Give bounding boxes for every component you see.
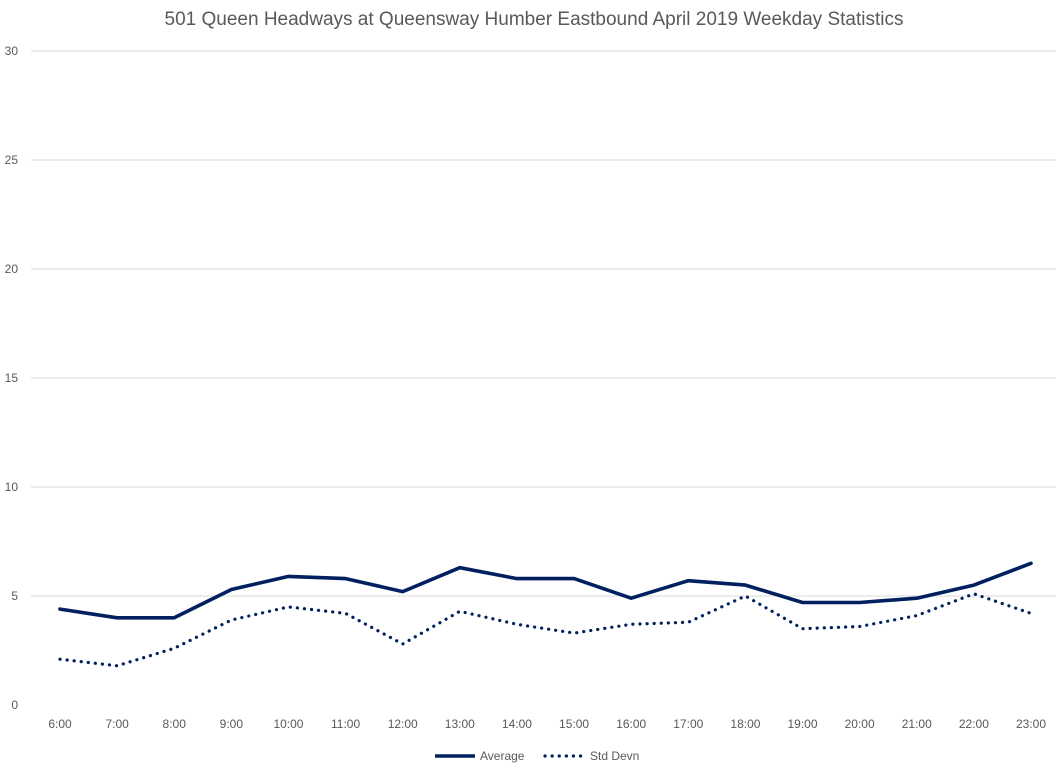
x-tick-label: 15:00: [559, 717, 589, 731]
legend: Average Std Devn: [435, 749, 639, 763]
x-tick-label: 9:00: [220, 717, 244, 731]
x-tick-label: 7:00: [105, 717, 129, 731]
y-tick-label: 15: [5, 371, 19, 385]
chart-title: 501 Queen Headways at Queensway Humber E…: [165, 9, 904, 30]
gridlines: [31, 50, 1056, 597]
y-tick-label: 25: [5, 153, 19, 167]
x-tick-label: 6:00: [48, 717, 72, 731]
y-tick-label: 30: [5, 44, 19, 58]
x-axis-tick-labels: 6:00 7:00 8:00 9:00 10:00 11:00 12:00 13:00 14:0…: [48, 717, 1046, 731]
y-axis-tick-labels: 0 5 10 15 20 25 30: [5, 44, 19, 712]
series-line-std-devn: [58, 592, 1033, 668]
series-line-average: [58, 561, 1033, 620]
series-lines: [58, 561, 1033, 668]
x-tick-label: 8:00: [163, 717, 187, 731]
x-tick-label: 11:00: [331, 717, 360, 731]
x-tick-label: 12:00: [388, 717, 418, 731]
y-tick-label: 5: [11, 589, 18, 603]
x-tick-label: 10:00: [273, 717, 303, 731]
x-tick-label: 23:00: [1016, 717, 1046, 731]
y-tick-label: 20: [5, 262, 19, 276]
x-tick-label: 18:00: [730, 717, 760, 731]
legend-label-std-devn: Std Devn: [590, 749, 639, 763]
x-tick-label: 13:00: [445, 717, 475, 731]
legend-label-average: Average: [480, 749, 525, 763]
y-tick-label: 0: [11, 698, 18, 712]
x-tick-label: 22:00: [959, 717, 989, 731]
x-tick-label: 20:00: [845, 717, 875, 731]
x-tick-label: 17:00: [673, 717, 703, 731]
x-tick-label: 14:00: [502, 717, 532, 731]
y-tick-label: 10: [5, 480, 19, 494]
x-tick-label: 16:00: [616, 717, 646, 731]
x-tick-label: 21:00: [902, 717, 932, 731]
x-tick-label: 19:00: [788, 717, 818, 731]
